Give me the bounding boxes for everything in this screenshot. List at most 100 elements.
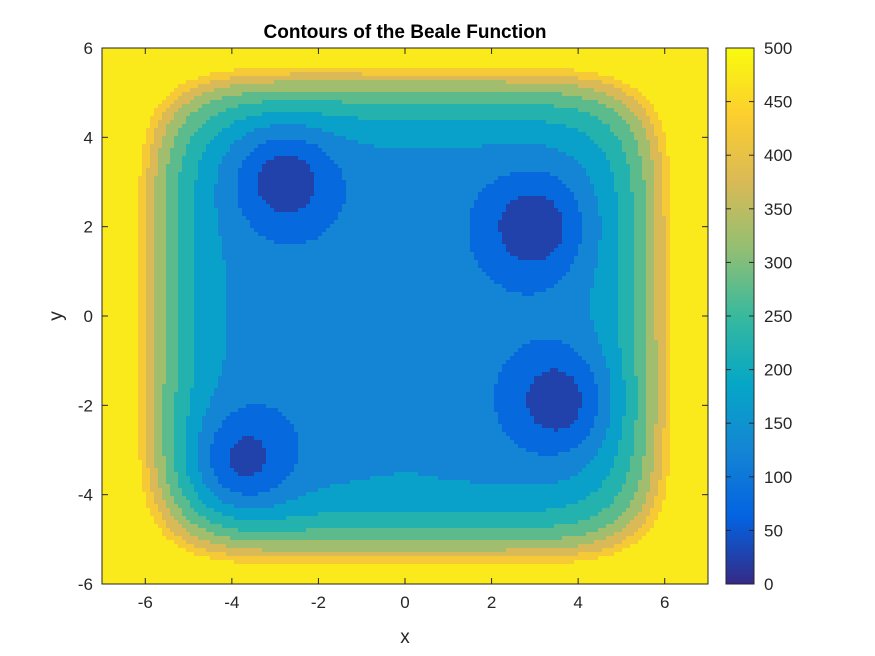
contour-cell (214, 72, 219, 77)
contour-cell (230, 180, 235, 185)
contour-cell (218, 492, 223, 497)
contour-cell (234, 124, 239, 129)
contour-cell (186, 496, 191, 501)
contour-cell (226, 264, 231, 269)
contour-cell (126, 196, 131, 201)
contour-cell (134, 552, 139, 557)
contour-cell (158, 400, 163, 405)
contour-cell (246, 396, 251, 401)
contour-cell (138, 280, 143, 285)
contour-cell (118, 160, 123, 165)
contour-cell (242, 76, 247, 81)
contour-cell (246, 460, 251, 465)
contour-cell (242, 484, 247, 489)
contour-cell (118, 344, 123, 349)
contour-cell (162, 300, 167, 305)
contour-cell (126, 228, 131, 233)
contour-cell (122, 164, 127, 169)
contour-cell (242, 532, 247, 537)
contour-cell (122, 432, 127, 437)
contour-cell (170, 472, 175, 477)
contour-cell (178, 536, 183, 541)
contour-cell (114, 268, 119, 273)
contour-cell (242, 72, 247, 77)
contour-cell (110, 564, 115, 569)
contour-cell (194, 60, 199, 65)
contour-cell (194, 576, 199, 581)
contour-cell (218, 76, 223, 81)
contour-cell (234, 132, 239, 137)
contour-cell (126, 460, 131, 465)
contour-cell (150, 432, 155, 437)
contour-cell (174, 176, 179, 181)
contour-cell (162, 492, 167, 497)
contour-cell (230, 488, 235, 493)
contour-cell (130, 492, 135, 497)
contour-cell (246, 576, 251, 581)
contour-cell (210, 220, 215, 225)
contour-cell (214, 208, 219, 213)
contour-cell (154, 472, 159, 477)
contour-cell (214, 200, 219, 205)
contour-cell (138, 180, 143, 185)
contour-cell (146, 380, 151, 385)
contour-cell (242, 384, 247, 389)
contour-cell (194, 184, 199, 189)
contour-cell (198, 356, 203, 361)
contour-cell (222, 252, 227, 257)
contour-cell (154, 524, 159, 529)
contour-cell (222, 112, 227, 117)
contour-cell (194, 444, 199, 449)
contour-cell (154, 276, 159, 281)
contour-cell (118, 480, 123, 485)
contour-cell (122, 512, 127, 517)
contour-cell (182, 260, 187, 265)
contour-cell (202, 236, 207, 241)
contour-cell (114, 560, 119, 565)
contour-cell (234, 224, 239, 229)
contour-cell (158, 368, 163, 373)
contour-cell (174, 188, 179, 193)
contour-cell (194, 80, 199, 85)
contour-cell (222, 100, 227, 105)
contour-cell (126, 428, 131, 433)
contour-cell (190, 456, 195, 461)
contour-cell (218, 140, 223, 145)
contour-cell (130, 396, 135, 401)
contour-cell (170, 296, 175, 301)
contour-cell (210, 228, 215, 233)
contour-cell (102, 460, 107, 465)
contour-cell (174, 452, 179, 457)
contour-cell (206, 300, 211, 305)
contour-cell (206, 524, 211, 529)
contour-cell (238, 276, 243, 281)
contour-cell (214, 508, 219, 513)
contour-cell (154, 476, 159, 481)
contour-cell (234, 484, 239, 489)
contour-cell (234, 504, 239, 509)
contour-cell (142, 416, 147, 421)
contour-cell (214, 116, 219, 121)
contour-cell (106, 308, 111, 313)
contour-cell (166, 320, 171, 325)
contour-cell (166, 68, 171, 73)
contour-cell (170, 452, 175, 457)
contour-cell (210, 272, 215, 277)
contour-cell (114, 416, 119, 421)
contour-cell (202, 336, 207, 341)
contour-cell (242, 416, 247, 421)
contour-cell (146, 532, 151, 537)
contour-cell (226, 452, 231, 457)
contour-cell (174, 396, 179, 401)
contour-cell (150, 108, 155, 113)
contour-cell (190, 212, 195, 217)
contour-cell (154, 244, 159, 249)
contour-cell (114, 280, 119, 285)
contour-cell (222, 104, 227, 109)
contour-cell (174, 464, 179, 469)
contour-cell (102, 256, 107, 261)
contour-cell (150, 104, 155, 109)
contour-cell (206, 456, 211, 461)
contour-cell (226, 84, 231, 89)
contour-cell (130, 116, 135, 121)
